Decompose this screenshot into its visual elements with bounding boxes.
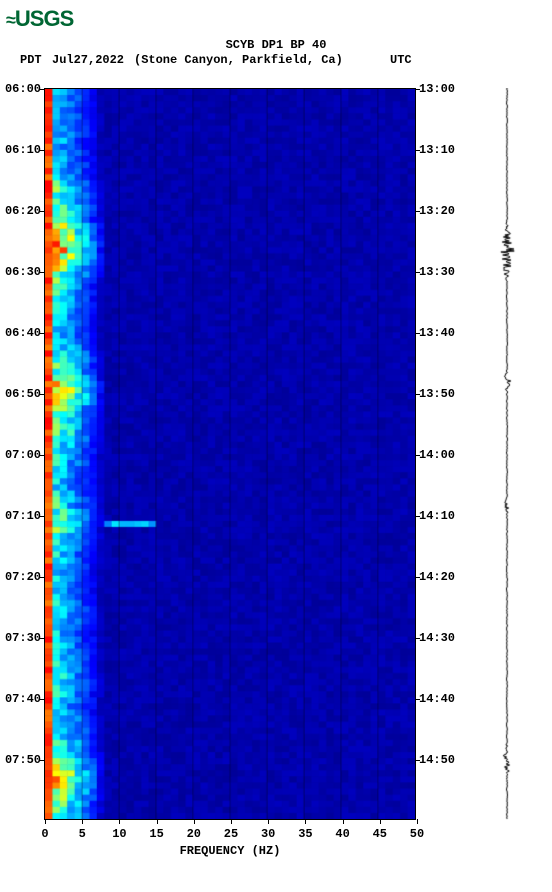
y-tickmark <box>40 333 45 334</box>
logo-text: USGS <box>15 6 73 31</box>
y-tickmark <box>40 211 45 212</box>
y-tick-right: 13:20 <box>419 204 455 218</box>
y-tickmark <box>40 638 45 639</box>
y-tickmark <box>40 89 45 90</box>
x-tickmark <box>380 819 381 824</box>
x-tick: 35 <box>298 827 312 841</box>
y-tickmark <box>415 577 420 578</box>
x-tick: 50 <box>410 827 424 841</box>
spectrogram-heatmap <box>45 89 415 819</box>
x-tick: 20 <box>187 827 201 841</box>
right-timezone-label: UTC <box>390 53 412 67</box>
x-tickmark <box>417 819 418 824</box>
y-tick-left: 06:00 <box>5 82 41 96</box>
date-label: Jul27,2022 <box>52 53 124 67</box>
usgs-logo: ≈USGS <box>6 6 73 32</box>
y-tickmark <box>40 150 45 151</box>
y-tick-right: 14:50 <box>419 753 455 767</box>
y-tickmark <box>415 455 420 456</box>
location-label: (Stone Canyon, Parkfield, Ca) <box>134 53 343 67</box>
x-tickmark <box>194 819 195 824</box>
y-tickmark <box>40 455 45 456</box>
x-tickmark <box>157 819 158 824</box>
y-tickmark <box>40 394 45 395</box>
y-tick-left: 07:00 <box>5 448 41 462</box>
y-tick-left: 07:10 <box>5 509 41 523</box>
x-tickmark <box>82 819 83 824</box>
x-tick: 15 <box>149 827 163 841</box>
y-tickmark <box>415 211 420 212</box>
y-tick-left: 07:20 <box>5 570 41 584</box>
y-tickmark <box>415 638 420 639</box>
logo-wave-icon: ≈ <box>6 10 15 31</box>
y-tick-right: 14:20 <box>419 570 455 584</box>
y-tick-right: 14:40 <box>419 692 455 706</box>
y-tick-left: 06:10 <box>5 143 41 157</box>
y-tick-right: 14:00 <box>419 448 455 462</box>
x-tickmark <box>343 819 344 824</box>
y-tick-right: 13:50 <box>419 387 455 401</box>
y-tickmark <box>40 760 45 761</box>
x-tick: 5 <box>79 827 86 841</box>
y-tickmark <box>415 150 420 151</box>
x-tickmark <box>231 819 232 824</box>
y-tickmark <box>415 699 420 700</box>
y-tickmark <box>415 272 420 273</box>
y-tickmark <box>415 516 420 517</box>
x-tick: 45 <box>373 827 387 841</box>
y-tickmark <box>415 394 420 395</box>
y-tick-left: 06:50 <box>5 387 41 401</box>
waveform-trace <box>498 88 516 820</box>
y-tick-right: 14:30 <box>419 631 455 645</box>
y-tick-left: 07:40 <box>5 692 41 706</box>
y-tick-left: 06:40 <box>5 326 41 340</box>
x-axis-label: FREQUENCY (HZ) <box>44 844 416 858</box>
y-tick-right: 13:40 <box>419 326 455 340</box>
chart-title: SCYB DP1 BP 40 <box>0 38 552 53</box>
y-tickmark <box>415 89 420 90</box>
left-timezone-label: PDT <box>20 53 42 67</box>
y-tickmark <box>40 272 45 273</box>
x-tickmark <box>305 819 306 824</box>
x-tickmark <box>119 819 120 824</box>
y-tickmark <box>40 699 45 700</box>
spectrogram-plot: 06:0013:0006:1013:1006:2013:2006:3013:30… <box>44 88 416 820</box>
x-tick: 25 <box>224 827 238 841</box>
x-tick: 10 <box>112 827 126 841</box>
x-tick: 30 <box>261 827 275 841</box>
y-tick-left: 07:30 <box>5 631 41 645</box>
y-tickmark <box>415 333 420 334</box>
y-tickmark <box>415 760 420 761</box>
x-tick: 0 <box>41 827 48 841</box>
y-tickmark <box>40 516 45 517</box>
y-tick-right: 14:10 <box>419 509 455 523</box>
y-tick-right: 13:10 <box>419 143 455 157</box>
x-tickmark <box>268 819 269 824</box>
y-tick-left: 06:20 <box>5 204 41 218</box>
y-tick-left: 06:30 <box>5 265 41 279</box>
y-tickmark <box>40 577 45 578</box>
y-tick-left: 07:50 <box>5 753 41 767</box>
x-tick: 40 <box>335 827 349 841</box>
x-tickmark <box>45 819 46 824</box>
y-tick-right: 13:30 <box>419 265 455 279</box>
y-tick-right: 13:00 <box>419 82 455 96</box>
